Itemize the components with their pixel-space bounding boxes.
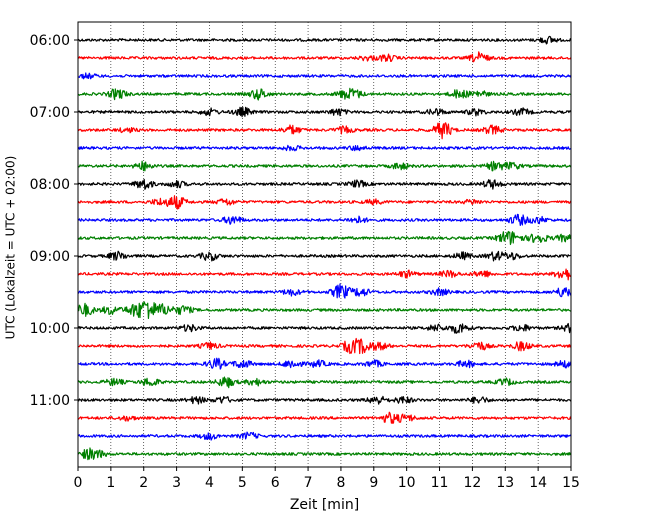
x-tick-label: 5 <box>238 475 247 491</box>
trace-1145 <box>77 447 572 461</box>
x-tick-label: 8 <box>336 475 345 491</box>
trace-1130 <box>77 431 572 441</box>
x-tick-label: 2 <box>139 475 148 491</box>
x-tick-label: 3 <box>172 475 181 491</box>
y-tick-label: 10:00 <box>30 321 70 337</box>
trace-0730 <box>77 144 572 152</box>
vertical-grid <box>110 22 539 467</box>
y-tick-label: 11:00 <box>30 393 70 409</box>
trace-1045 <box>77 376 572 389</box>
x-tick-label: 9 <box>369 475 378 491</box>
x-tick-label: 0 <box>74 475 83 491</box>
trace-0715 <box>77 122 572 140</box>
x-axis-ticks: 0 1 2 3 4 5 6 7 8 9 10 11 12 13 14 15 <box>74 467 580 491</box>
x-tick-label: 6 <box>271 475 280 491</box>
trace-0600 <box>77 35 572 45</box>
x-tick-label: 1 <box>106 475 115 491</box>
x-tick-label: 11 <box>431 475 449 491</box>
trace-0930 <box>77 283 572 299</box>
trace-0830 <box>77 213 572 227</box>
trace-1000 <box>77 322 572 334</box>
trace-0845 <box>77 230 572 246</box>
y-tick-label: 07:00 <box>30 105 70 121</box>
trace-1100 <box>77 395 572 405</box>
trace-0700 <box>77 106 572 118</box>
trace-0945 <box>77 301 572 320</box>
y-axis-label: UTC (Lokalzeit = UTC + 02:00) <box>4 156 18 340</box>
trace-1030 <box>77 357 572 370</box>
trace-0900 <box>77 250 572 262</box>
trace-0630 <box>77 72 572 80</box>
x-tick-label: 12 <box>463 475 481 491</box>
trace-0800 <box>77 178 572 190</box>
x-tick-label: 13 <box>496 475 514 491</box>
y-axis-ticks: 06:00 07:00 08:00 09:00 10:00 11:00 <box>30 33 78 409</box>
x-tick-label: 4 <box>205 475 214 491</box>
x-tick-label: 7 <box>304 475 313 491</box>
trace-1015 <box>77 337 572 355</box>
trace-0615 <box>77 51 572 63</box>
trace-0645 <box>77 87 572 101</box>
y-tick-label: 09:00 <box>30 249 70 265</box>
x-tick-label: 14 <box>529 475 547 491</box>
trace-0745 <box>77 160 572 172</box>
x-axis-label: Zeit [min] <box>290 497 359 513</box>
trace-0815 <box>77 195 572 210</box>
trace-0915 <box>77 268 572 281</box>
y-tick-label: 06:00 <box>30 33 70 49</box>
x-tick-label: 10 <box>398 475 416 491</box>
trace-1115 <box>77 411 572 424</box>
plot-frame <box>77 21 572 468</box>
x-tick-label: 15 <box>562 475 580 491</box>
y-tick-label: 08:00 <box>30 177 70 193</box>
seismogram-traces <box>77 35 572 461</box>
